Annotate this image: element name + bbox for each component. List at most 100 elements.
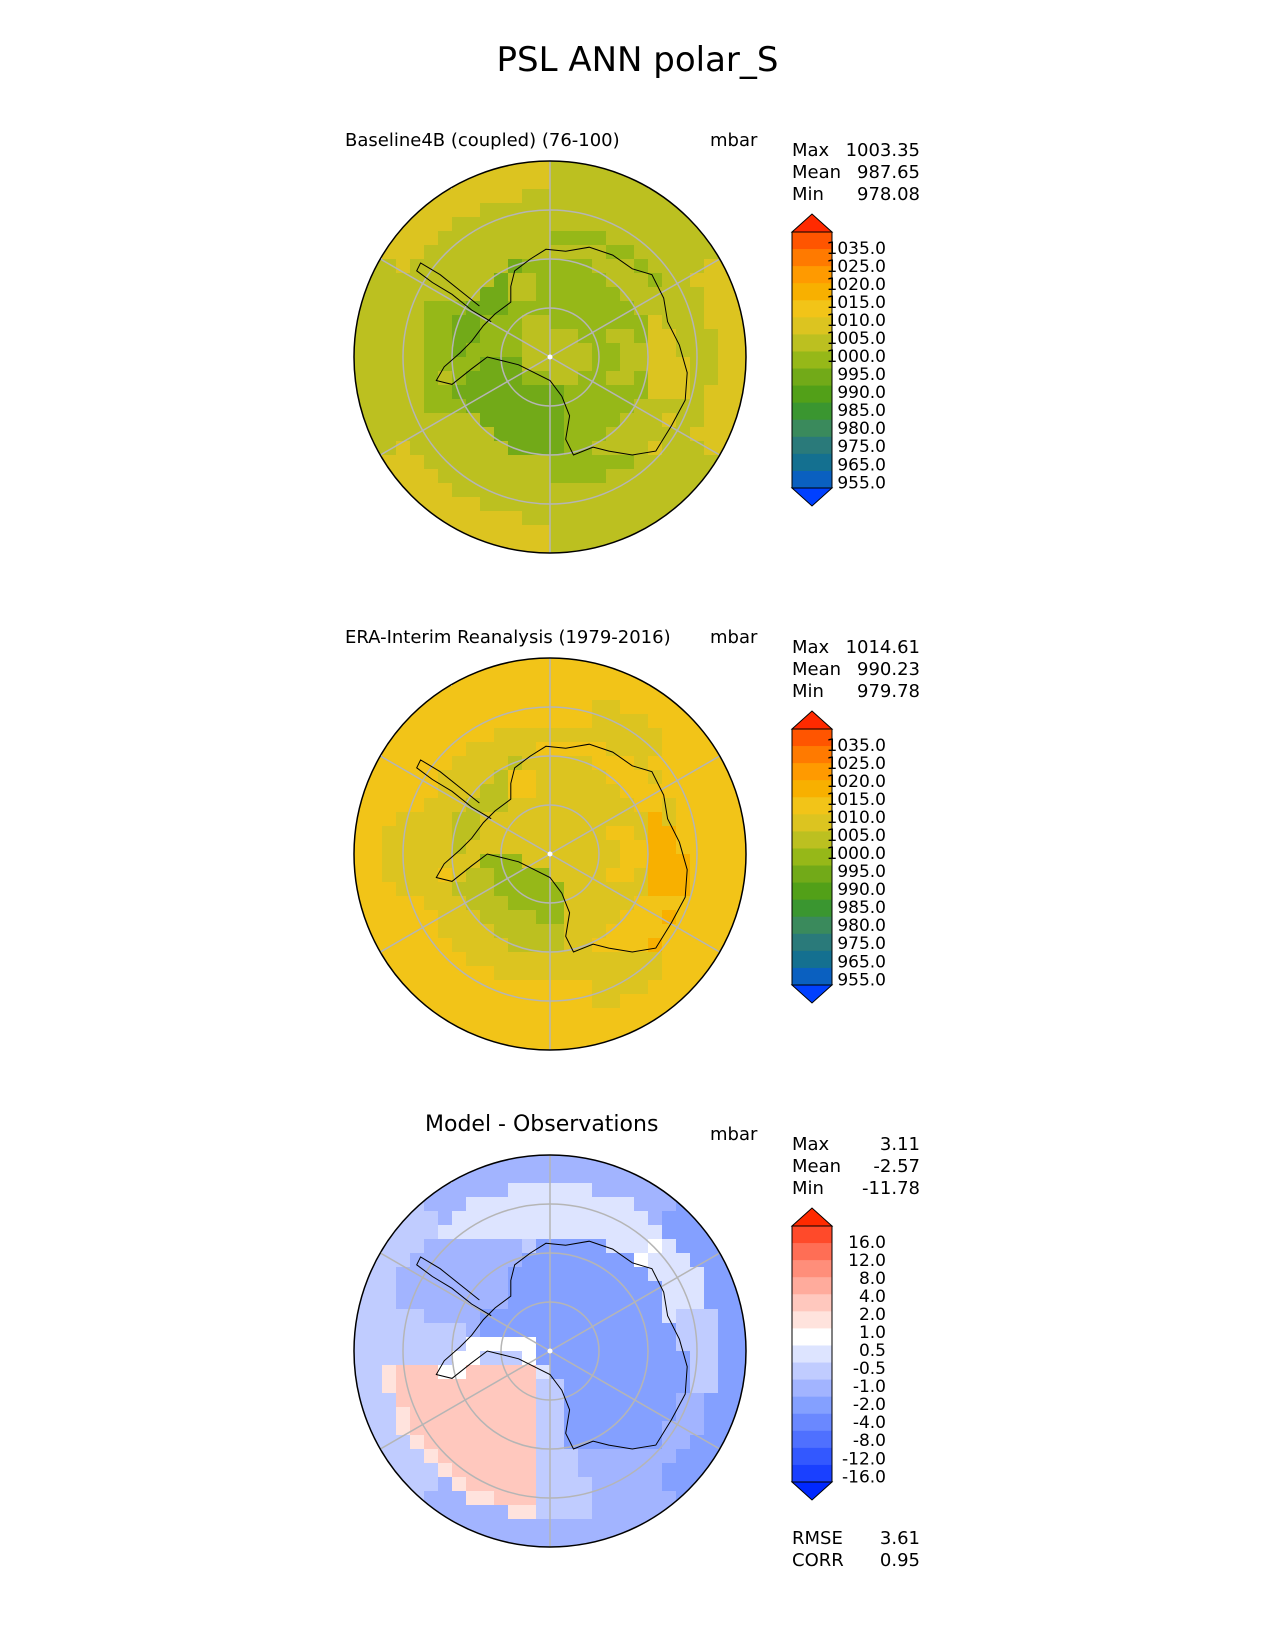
field-cell: [368, 798, 383, 813]
field-cell: [438, 1337, 453, 1352]
field-cell: [564, 658, 579, 673]
field-cell: [690, 938, 705, 953]
field-cell: [494, 497, 509, 512]
field-cell: [410, 952, 425, 967]
stat-label: Max: [792, 1134, 830, 1155]
field-cell: [494, 287, 509, 302]
field-cell: [438, 854, 453, 869]
colorbar-band: [792, 1396, 832, 1415]
colorbar-band: [792, 1328, 832, 1346]
field-cell: [452, 469, 467, 484]
field-cell: [424, 357, 439, 372]
field-cell: [438, 455, 453, 470]
field-cell: [466, 938, 481, 953]
field-cell: [494, 742, 509, 757]
field-cell: [494, 910, 509, 925]
field-cell: [466, 273, 481, 288]
polar-map: [353, 160, 747, 554]
field-cell: [592, 1253, 607, 1268]
field-cell: [676, 700, 691, 715]
field-cell: [620, 1379, 635, 1394]
field-cell: [494, 273, 509, 288]
field-cell: [592, 301, 607, 316]
field-cell: [606, 882, 621, 897]
field-cell: [690, 952, 705, 967]
field-cell: [536, 924, 551, 939]
field-cell: [438, 1491, 453, 1506]
field-cell: [522, 1155, 537, 1170]
field-cell: [578, 385, 593, 400]
colorbar-band: [792, 933, 832, 952]
field-cell: [676, 455, 691, 470]
field-cell: [592, 742, 607, 757]
field-cell: [438, 700, 453, 715]
field-cell: [396, 938, 411, 953]
field-cell: [410, 994, 425, 1009]
field-cell: [564, 910, 579, 925]
colorbar-tick-label: 1020.0: [827, 275, 886, 295]
field-cell: [564, 994, 579, 1009]
field-cell: [550, 329, 565, 344]
field-cell: [522, 728, 537, 743]
field-cell: [648, 1197, 663, 1212]
field-cell: [480, 329, 495, 344]
field-cell: [536, 245, 551, 260]
colorbar-tick-label: 1025.0: [827, 754, 886, 774]
field-cell: [564, 175, 579, 190]
field-cell: [690, 217, 705, 232]
field-cell: [522, 1225, 537, 1240]
field-cell: [648, 1393, 663, 1408]
field-cell: [550, 910, 565, 925]
field-cell: [480, 1351, 495, 1366]
field-cell: [494, 329, 509, 344]
field-cell: [662, 469, 677, 484]
field-cell: [606, 1295, 621, 1310]
field-cell: [564, 770, 579, 785]
field-cell: [634, 1239, 649, 1254]
field-cell: [452, 728, 467, 743]
field-cell: [550, 672, 565, 687]
field-cell: [452, 1239, 467, 1254]
field-cell: [396, 798, 411, 813]
field-cell: [578, 882, 593, 897]
field-cell: [480, 245, 495, 260]
field-cell: [704, 371, 719, 386]
field-cell: [592, 1351, 607, 1366]
field-cell: [606, 455, 621, 470]
field-cell: [550, 273, 565, 288]
field-cell: [676, 203, 691, 218]
field-cell: [354, 357, 369, 372]
field-cell: [592, 728, 607, 743]
longitude-line: [549, 356, 721, 456]
stat-label: Mean: [792, 1156, 842, 1177]
field-cell: [690, 1267, 705, 1282]
field-cell: [648, 882, 663, 897]
field-cell: [396, 910, 411, 925]
field-cell: [606, 1379, 621, 1394]
field-cell: [550, 217, 565, 232]
field-cell: [424, 1337, 439, 1352]
peninsula-coastline: [416, 759, 492, 820]
field-cell: [466, 1323, 481, 1338]
field-cell: [620, 854, 635, 869]
field-cell: [620, 1407, 635, 1422]
field-cell: [606, 343, 621, 358]
field-cell: [480, 1183, 495, 1198]
field-cell: [592, 469, 607, 484]
field-cell: [508, 896, 523, 911]
field-cell: [438, 882, 453, 897]
field-cell: [718, 826, 733, 841]
field-cell: [396, 427, 411, 442]
field-cell: [522, 1197, 537, 1212]
field-cell: [592, 1239, 607, 1254]
field-cell: [396, 1435, 411, 1450]
field-cell: [466, 840, 481, 855]
field-cell: [452, 1449, 467, 1464]
field-cell: [620, 287, 635, 302]
field-cell: [634, 1505, 649, 1520]
field-cell: [536, 1008, 551, 1023]
field-cell: [396, 728, 411, 743]
field-cell: [648, 742, 663, 757]
field-cell: [494, 371, 509, 386]
field-cell: [718, 784, 733, 799]
